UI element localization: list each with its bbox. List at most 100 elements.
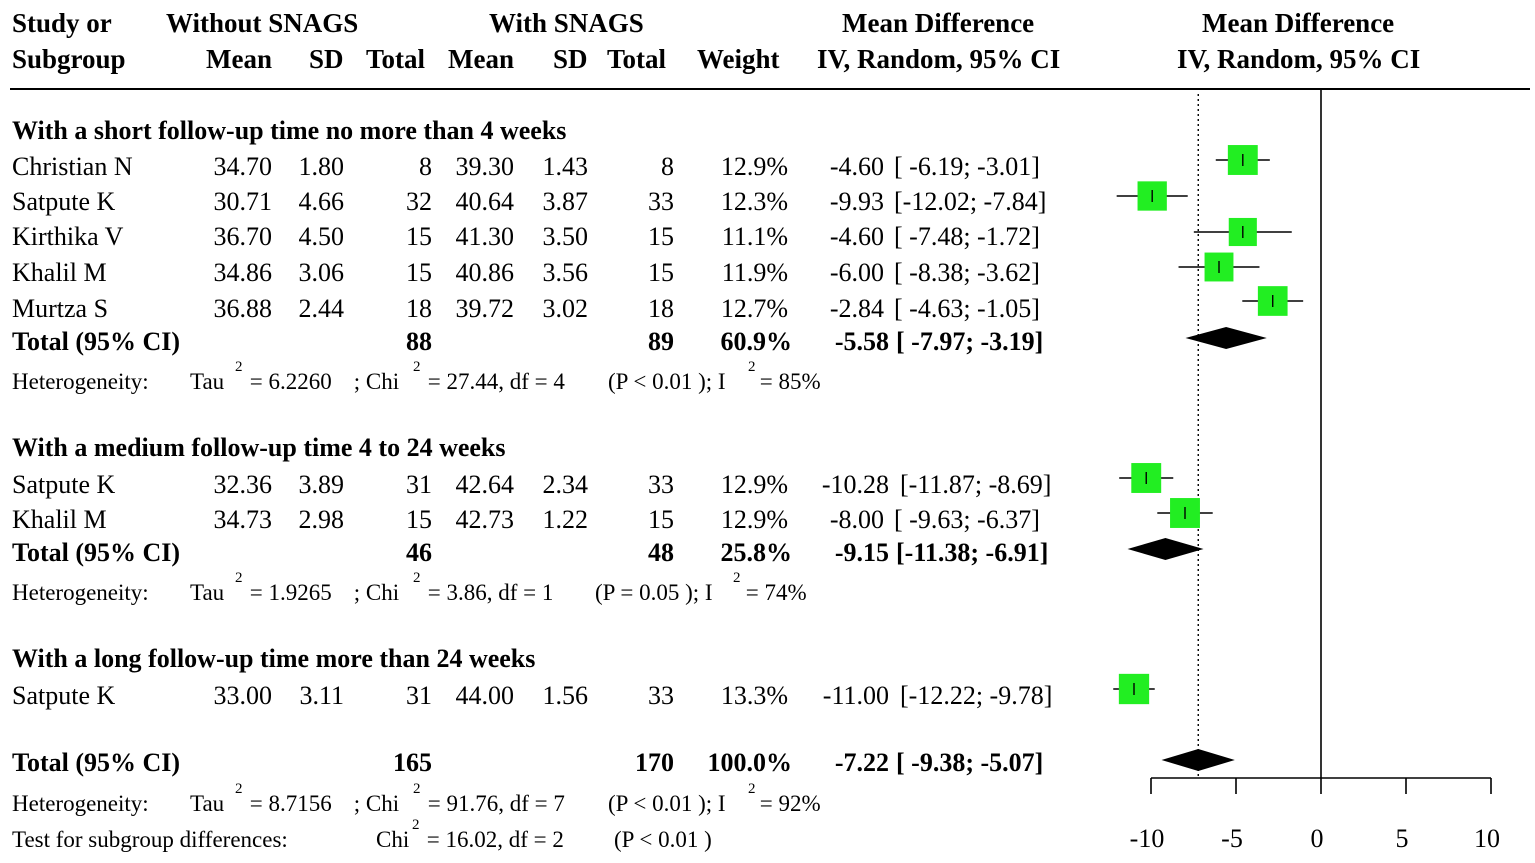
overall-total-with: 170 xyxy=(635,748,674,777)
summary-diamond xyxy=(1161,749,1235,771)
tau-value: = 8.7156 xyxy=(244,791,332,816)
sd-with: 1.22 xyxy=(542,505,589,534)
mean-with: 42.73 xyxy=(455,505,515,534)
mean-with: 39.30 xyxy=(455,152,515,181)
p-value: (P < 0.01 ); I xyxy=(608,369,726,394)
weight: 12.9% xyxy=(720,505,788,534)
total-without: 31 xyxy=(406,470,432,499)
total-mean-difference: -5.58 xyxy=(834,327,889,356)
tau-label: Tau xyxy=(190,791,225,816)
overall-mean-difference: -7.22 xyxy=(834,748,889,777)
mean-with: 39.72 xyxy=(455,294,515,323)
i2-value: = 74% xyxy=(740,580,807,605)
total-with: 15 xyxy=(648,258,674,287)
i2-value: = 85% xyxy=(754,369,821,394)
chi-superscript: 2 xyxy=(413,781,421,797)
chi-label: ; Chi xyxy=(348,791,400,816)
chi-superscript: 2 xyxy=(413,570,421,586)
header-md-2: IV, Random, 95% CI xyxy=(817,44,1061,74)
confidence-interval: [-12.02; -7.84] xyxy=(894,187,1047,216)
chi-superscript: 2 xyxy=(413,359,421,375)
sd-without: 2.44 xyxy=(298,294,345,323)
summary-diamond xyxy=(1127,538,1204,560)
total-without: 15 xyxy=(406,222,432,251)
p-value: (P < 0.01 ) xyxy=(614,827,712,852)
mean-without: 32.36 xyxy=(213,470,273,499)
mean-without: 34.73 xyxy=(213,505,273,534)
total-confidence-interval: [-11.38; -6.91] xyxy=(896,538,1049,567)
header-md-1: Mean Difference xyxy=(842,8,1035,38)
study-name: Christian N xyxy=(12,152,133,181)
x-tick-label: 5 xyxy=(1396,824,1409,853)
header-subgroup: Subgroup xyxy=(12,44,126,74)
total-with: 8 xyxy=(661,152,674,181)
total-with: 15 xyxy=(648,505,674,534)
study-name: Khalil M xyxy=(12,505,107,534)
chi-value: = 91.76, df = 7 xyxy=(422,791,565,816)
sd-with: 1.43 xyxy=(542,152,589,181)
total-weight: 60.9% xyxy=(720,327,793,356)
tau-superscript: 2 xyxy=(235,781,243,797)
x-tick-label: 0 xyxy=(1311,824,1324,853)
sd-without: 2.98 xyxy=(298,505,345,534)
mean-difference: -4.60 xyxy=(829,152,884,181)
total-label: Total (95% CI) xyxy=(12,538,181,567)
subgroup-title: With a short follow-up time no more than… xyxy=(12,116,567,145)
weight: 12.9% xyxy=(720,152,788,181)
weight: 13.3% xyxy=(720,681,788,710)
header-sd-1: SD xyxy=(309,44,344,74)
chi-value: = 3.86, df = 1 xyxy=(422,580,554,605)
header-mean-1: Mean xyxy=(206,44,272,74)
total-with: 48 xyxy=(648,538,674,567)
weight: 11.1% xyxy=(721,222,788,251)
mean-with: 40.86 xyxy=(455,258,515,287)
i2-value: = 92% xyxy=(754,791,821,816)
chi-value: = 27.44, df = 4 xyxy=(422,369,565,394)
weight: 12.7% xyxy=(720,294,788,323)
x-tick-label: -5 xyxy=(1221,824,1243,853)
mean-without: 34.70 xyxy=(213,152,273,181)
p-value: (P = 0.05 ); I xyxy=(595,580,713,605)
header-sd-2: SD xyxy=(553,44,588,74)
study-name: Kirthika V xyxy=(12,222,124,251)
tau-label: Tau xyxy=(190,369,225,394)
tau-value: = 1.9265 xyxy=(244,580,332,605)
overall-total-label: Total (95% CI) xyxy=(12,748,181,777)
heterogeneity-label: Heterogeneity: xyxy=(12,580,149,605)
mean-difference: -6.00 xyxy=(829,258,884,287)
header-with-snags: With SNAGS xyxy=(489,8,644,38)
p-value: (P < 0.01 ); I xyxy=(608,791,726,816)
confidence-interval: [ -6.19; -3.01] xyxy=(894,152,1040,181)
mean-difference: -9.93 xyxy=(829,187,884,216)
header-without-snags: Without SNAGS xyxy=(166,8,359,38)
total-with: 33 xyxy=(648,681,674,710)
x-tick-label: 10 xyxy=(1474,824,1500,853)
total-with: 33 xyxy=(648,470,674,499)
confidence-interval: [ -8.38; -3.62] xyxy=(894,258,1040,287)
chi-superscript: 2 xyxy=(412,817,420,833)
study-name: Satpute K xyxy=(12,681,116,710)
mean-difference: -2.84 xyxy=(829,294,884,323)
sd-without: 3.06 xyxy=(298,258,345,287)
sd-without: 3.89 xyxy=(298,470,345,499)
sd-with: 1.56 xyxy=(542,681,589,710)
chi-label: ; Chi xyxy=(348,580,400,605)
mean-with: 40.64 xyxy=(455,187,515,216)
sd-without: 3.11 xyxy=(299,681,344,710)
mean-without: 34.86 xyxy=(213,258,273,287)
total-with: 18 xyxy=(648,294,674,323)
x-tick-label: -10 xyxy=(1130,824,1165,853)
tau-superscript: 2 xyxy=(235,359,243,375)
chi-label: Chi xyxy=(376,827,410,852)
mean-difference: -11.00 xyxy=(822,681,889,710)
sd-with: 2.34 xyxy=(542,470,589,499)
chi-value: = 16.02, df = 2 xyxy=(421,827,564,852)
total-with: 33 xyxy=(648,187,674,216)
sd-with: 3.02 xyxy=(542,294,589,323)
confidence-interval: [-11.87; -8.69] xyxy=(900,470,1052,499)
total-confidence-interval: [ -7.97; -3.19] xyxy=(896,327,1044,356)
mean-with: 41.30 xyxy=(455,222,515,251)
header-weight: Weight xyxy=(697,44,780,74)
total-without: 15 xyxy=(406,505,432,534)
total-without: 15 xyxy=(406,258,432,287)
